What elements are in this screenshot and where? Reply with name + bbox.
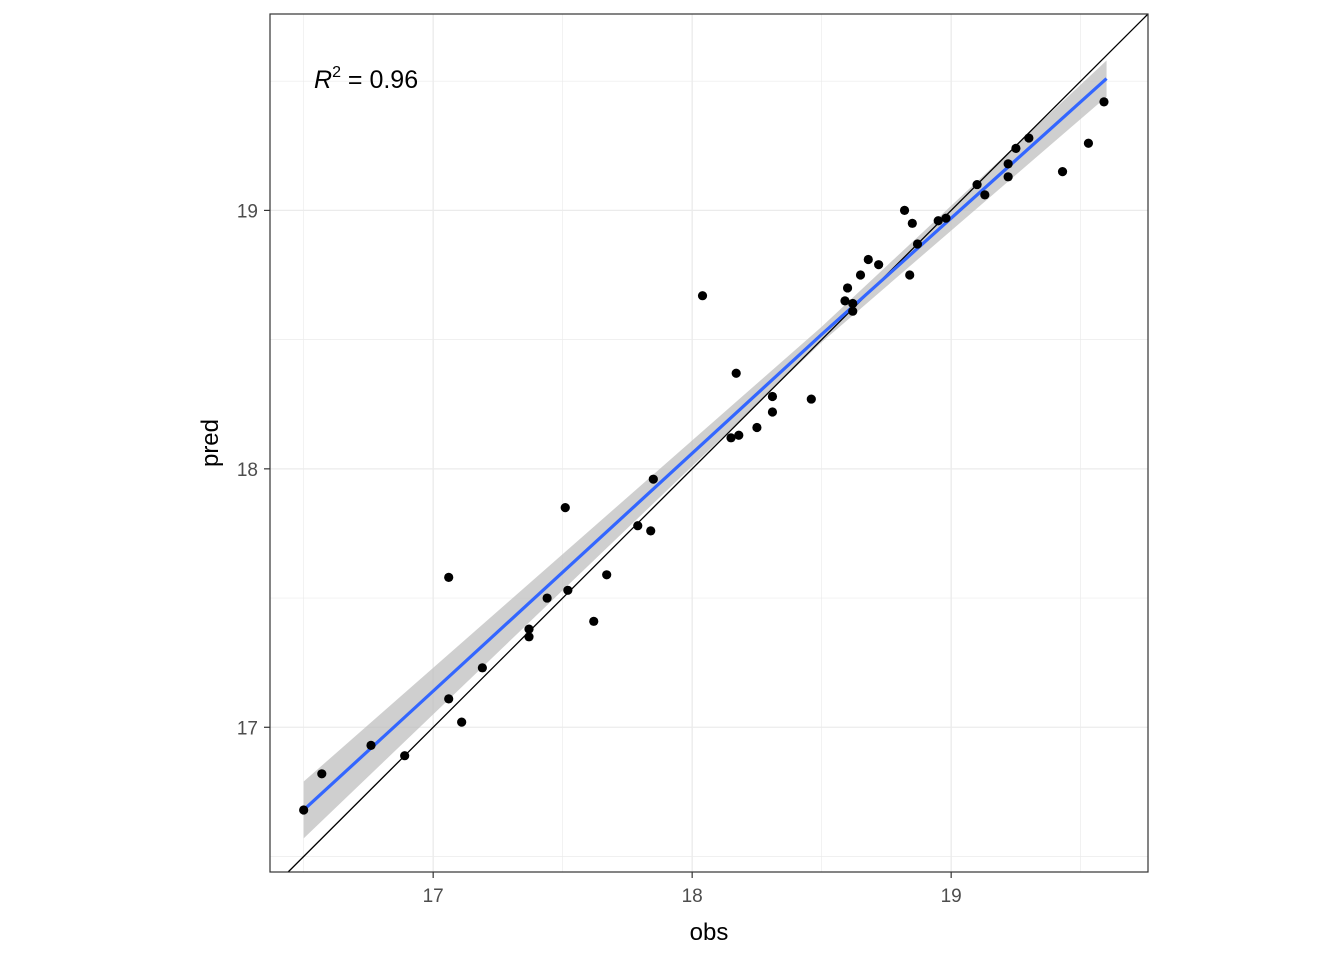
data-point xyxy=(767,407,778,417)
y-tick-label: 19 xyxy=(237,201,258,222)
data-point xyxy=(560,503,570,513)
data-point xyxy=(299,805,309,815)
data-point xyxy=(848,306,858,316)
confidence-band-area xyxy=(303,60,1107,839)
data-point xyxy=(941,213,951,223)
annotation-base: R xyxy=(314,66,332,94)
data-point xyxy=(731,368,741,378)
data-point xyxy=(602,570,612,580)
data-point xyxy=(842,283,853,293)
axis-ticks: 17 18 19 17 18 19 xyxy=(237,201,962,907)
data-point xyxy=(477,663,487,673)
data-point xyxy=(848,298,858,309)
y-tick-label: 18 xyxy=(237,460,258,481)
data-point xyxy=(905,270,915,280)
identity-line-path xyxy=(287,13,1149,873)
data-point xyxy=(912,239,923,249)
data-point xyxy=(1011,143,1021,153)
data-point xyxy=(317,769,327,779)
y-tick-label: 17 xyxy=(237,718,258,739)
data-point xyxy=(1083,138,1094,148)
data-point xyxy=(863,254,873,265)
data-points xyxy=(299,97,1109,815)
confidence-band xyxy=(303,60,1107,839)
identity-line xyxy=(287,13,1149,873)
x-tick-label: 17 xyxy=(423,886,444,907)
data-point xyxy=(646,526,656,536)
data-point xyxy=(444,694,454,704)
data-point xyxy=(855,270,866,280)
annotation-rest: = 0.96 xyxy=(341,66,418,94)
data-point xyxy=(933,216,943,226)
data-point xyxy=(648,474,658,484)
grid-lines xyxy=(270,14,1148,872)
annotation-superscript: 2 xyxy=(332,64,341,81)
data-point xyxy=(366,740,376,750)
data-point xyxy=(524,624,534,634)
y-axis-title: pred xyxy=(197,419,224,467)
data-point xyxy=(589,616,599,626)
data-point xyxy=(1003,159,1013,169)
data-point xyxy=(752,422,762,433)
data-point xyxy=(563,585,573,595)
data-point xyxy=(400,751,410,761)
data-point xyxy=(874,260,884,270)
data-point xyxy=(806,394,816,404)
panel-border xyxy=(269,13,1149,873)
data-point xyxy=(444,572,454,582)
data-point xyxy=(1099,97,1109,107)
data-point xyxy=(457,717,467,727)
x-tick-label: 19 xyxy=(941,886,962,907)
data-point xyxy=(633,521,643,531)
x-tick-label: 18 xyxy=(682,886,703,907)
data-point xyxy=(980,190,990,200)
data-point xyxy=(972,179,982,190)
r-squared-annotation: R2 = 0.96 xyxy=(314,64,418,94)
data-point xyxy=(907,218,917,228)
data-point xyxy=(1003,172,1013,182)
data-point xyxy=(1057,167,1068,177)
data-point xyxy=(542,593,552,603)
data-point xyxy=(697,291,708,301)
data-point xyxy=(726,433,736,443)
x-axis-title: obs xyxy=(690,919,729,946)
data-point xyxy=(734,430,744,440)
data-point xyxy=(767,391,778,402)
data-point xyxy=(524,632,534,642)
data-point xyxy=(899,205,910,216)
data-point xyxy=(1024,133,1034,143)
data-point xyxy=(840,296,850,306)
